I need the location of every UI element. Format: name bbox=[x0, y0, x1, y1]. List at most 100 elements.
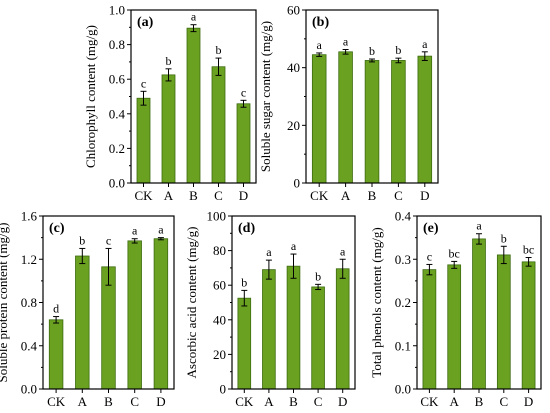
x-tick-label-4: D bbox=[338, 394, 347, 409]
x-tick-label-1: A bbox=[164, 188, 174, 203]
bar-1 bbox=[75, 255, 90, 390]
significance-letter-3: a bbox=[132, 224, 138, 238]
bar-0 bbox=[311, 54, 327, 184]
plot-frame bbox=[42, 215, 175, 390]
significance-letter-1: a bbox=[266, 245, 272, 259]
bar-1 bbox=[161, 74, 176, 184]
x-tick-label-2: B bbox=[289, 394, 298, 409]
chart-panel-2: d CK b Ac Ba Ca D 0.0 0.4 0.8 1.2 1.6 (c) Soluble pro… bbox=[0, 209, 175, 409]
x-tick-label-3: C bbox=[314, 394, 323, 409]
bar-1 bbox=[338, 51, 353, 184]
x-tick-label-2: B bbox=[189, 188, 198, 203]
x-tick-label-3: C bbox=[499, 394, 508, 409]
x-tick-label-1: A bbox=[78, 394, 88, 409]
y-tick-label-2: 0.4 bbox=[109, 106, 126, 121]
x-tick-label-0: CK bbox=[310, 188, 329, 203]
y-tick-label-2: 0.8 bbox=[21, 295, 37, 310]
bar-4 bbox=[153, 238, 169, 390]
x-tick-label-2: B bbox=[475, 394, 484, 409]
bar-2 bbox=[472, 238, 486, 390]
bar-2 bbox=[364, 60, 380, 184]
bar-4 bbox=[417, 55, 433, 184]
bar-3 bbox=[127, 240, 142, 390]
panel-label: (c) bbox=[49, 221, 65, 236]
y-tick-label-2: 40 bbox=[213, 312, 226, 327]
significance-letter-1: a bbox=[343, 35, 349, 49]
bar-4 bbox=[521, 261, 536, 390]
significance-letter-3: b bbox=[216, 43, 222, 57]
significance-letter-4: c bbox=[241, 85, 246, 99]
x-tick-label-3: C bbox=[130, 394, 139, 409]
bar-2 bbox=[286, 265, 301, 390]
panel-label: (e) bbox=[423, 221, 439, 236]
significance-letter-3: b bbox=[395, 43, 401, 57]
bar-1 bbox=[447, 264, 462, 390]
bar-0 bbox=[237, 297, 252, 390]
bar-0 bbox=[422, 269, 437, 390]
significance-letter-4: a bbox=[422, 37, 428, 51]
significance-letter-0: c bbox=[427, 249, 432, 263]
significance-letter-2: a bbox=[476, 219, 482, 233]
significance-letter-0: b bbox=[241, 275, 247, 289]
chart-panel-4: c CK bc Aa Bb Cbc D 0.0 0.1 0.2 0.3 0.4 (e) Total phe… bbox=[369, 209, 542, 409]
y-tick-label-4: 80 bbox=[213, 243, 226, 258]
plot-frame bbox=[231, 215, 356, 390]
y-tick-label-0: 0.0 bbox=[21, 382, 37, 397]
bar-4 bbox=[335, 268, 350, 390]
y-tick-label-1: 0.4 bbox=[21, 338, 38, 353]
x-tick-label-3: C bbox=[394, 188, 403, 203]
y-tick-label-4: 0.4 bbox=[395, 209, 412, 224]
significance-letter-1: bc bbox=[449, 246, 460, 260]
significance-letter-2: a bbox=[191, 10, 197, 24]
panel-label: (a) bbox=[137, 15, 154, 30]
panel-label: (b) bbox=[312, 15, 329, 30]
y-tick-label-3: 1.2 bbox=[21, 252, 37, 267]
x-tick-label-4: D bbox=[156, 394, 165, 409]
x-tick-label-1: A bbox=[450, 394, 460, 409]
x-tick-label-4: D bbox=[420, 188, 429, 203]
x-tick-label-0: CK bbox=[47, 394, 66, 409]
y-tick-label-0: 0 bbox=[294, 176, 301, 191]
x-tick-label-4: D bbox=[524, 394, 533, 409]
y-axis-label: Soluble sugar content (mg/g) bbox=[258, 21, 273, 172]
x-tick-label-1: A bbox=[341, 188, 351, 203]
significance-letter-0: c bbox=[141, 76, 146, 90]
y-tick-label-5: 1.0 bbox=[109, 3, 125, 18]
significance-letter-4: a bbox=[340, 244, 346, 258]
x-tick-label-4: D bbox=[239, 188, 248, 203]
y-tick-label-2: 40 bbox=[287, 60, 300, 75]
y-tick-label-4: 0.8 bbox=[109, 37, 125, 52]
bar-4 bbox=[236, 103, 251, 184]
significance-letter-2: c bbox=[106, 233, 111, 247]
x-tick-label-0: CK bbox=[420, 394, 439, 409]
y-tick-label-3: 60 bbox=[213, 278, 226, 293]
chart-panel-3: b CK a Aa Bb Ca D 0 20 40 60 80 100 (d) Ascorbic acid … bbox=[184, 209, 356, 409]
y-tick-label-4: 1.6 bbox=[21, 209, 38, 224]
plot-frame bbox=[130, 9, 257, 184]
bar-3 bbox=[211, 66, 226, 184]
y-tick-label-2: 0.2 bbox=[395, 295, 411, 310]
significance-letter-3: b bbox=[501, 231, 507, 245]
plot-frame bbox=[305, 9, 439, 184]
panel-label: (d) bbox=[238, 221, 255, 236]
y-tick-label-1: 0.2 bbox=[109, 141, 125, 156]
significance-letter-1: b bbox=[79, 233, 85, 247]
y-tick-label-0: 0 bbox=[220, 382, 227, 397]
y-axis-label: Chlorophyll content (mg/g) bbox=[83, 25, 98, 168]
bar-1 bbox=[262, 269, 276, 390]
y-axis-label: Total phenols content (mg/g) bbox=[369, 227, 384, 377]
y-tick-label-5: 100 bbox=[207, 209, 227, 224]
significance-letter-2: b bbox=[369, 44, 375, 58]
y-tick-label-0: 0.0 bbox=[395, 382, 411, 397]
x-tick-label-2: B bbox=[104, 394, 113, 409]
significance-letter-4: bc bbox=[523, 243, 534, 257]
chart-panel-1: a CK a Ab Bb Ca D 0 20 40 60 (b) Soluble sugar conte… bbox=[258, 3, 439, 203]
bar-0 bbox=[48, 319, 64, 390]
bar-0 bbox=[136, 97, 151, 184]
y-tick-label-3: 0.3 bbox=[395, 252, 411, 267]
bar-3 bbox=[311, 286, 325, 390]
x-tick-label-0: CK bbox=[235, 394, 254, 409]
significance-letter-2: a bbox=[291, 239, 297, 253]
significance-letter-3: b bbox=[315, 269, 321, 283]
x-tick-label-1: A bbox=[264, 394, 274, 409]
